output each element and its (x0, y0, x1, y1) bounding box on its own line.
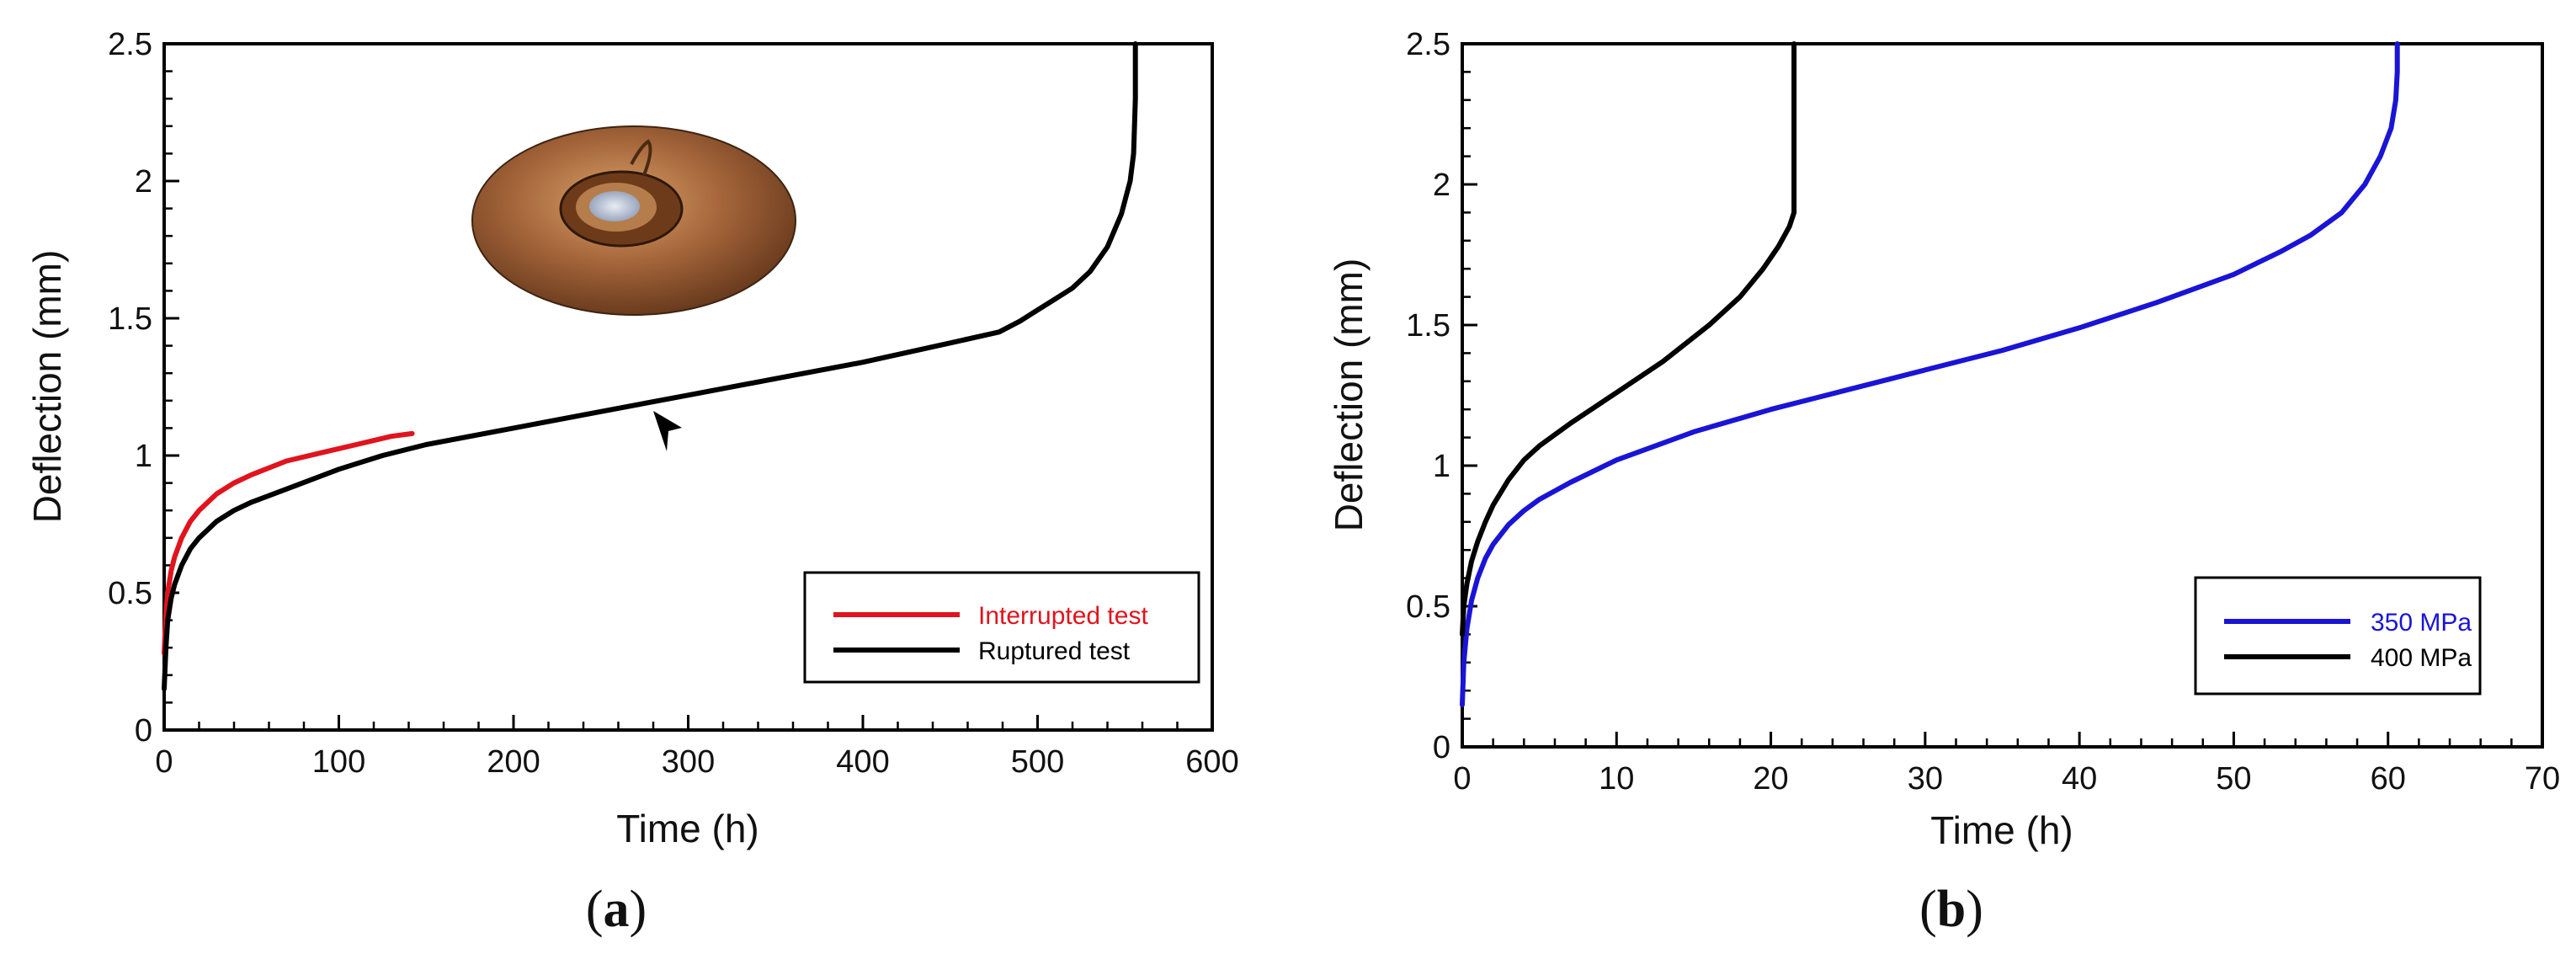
y-tick-label-b: 2.5 (1406, 27, 1450, 62)
x-tick-label-a: 600 (1185, 744, 1238, 780)
x-tick-label-b: 10 (1599, 761, 1634, 797)
legend-a-label-interrupted: Interrupted test (978, 602, 1148, 630)
x-tick-label-a: 500 (1011, 744, 1064, 780)
series-line-b-1 (1460, 41, 1797, 637)
chart-panel-b: 0 10 20 30 40 50 60 70 0 0.5 1 1.5 2 2.5 350 MPa 400 … (1327, 27, 2560, 938)
x-tick-label-b: 60 (2371, 761, 2406, 797)
x-tick-label-a: 300 (662, 744, 715, 780)
x-tick-label-b: 20 (1753, 761, 1788, 797)
y-tick-label-b: 0 (1433, 730, 1450, 765)
x-tick-label-a: 200 (487, 744, 540, 780)
chart-panel-a: 0 100 200 300 400 500 600 0 0.5 1 1.5 2 2.5 Interrup… (25, 27, 1239, 938)
legend-b-label-350: 350 MPa (2371, 609, 2472, 637)
y-tick-label-a: 2 (135, 164, 152, 200)
series-line-a-0 (162, 430, 415, 656)
y-tick-label-a: 1 (135, 439, 152, 474)
legend-b: 350 MPa 400 MPa (2194, 576, 2482, 696)
y-tick-label-b: 1.5 (1406, 308, 1450, 344)
plot-frame-b (1461, 42, 2544, 749)
series-group-a (162, 41, 1138, 692)
y-tick-label-b: 0.5 (1406, 589, 1450, 625)
legend-b-label-400: 400 MPa (2371, 644, 2472, 672)
specimen-photo-inset (471, 125, 796, 316)
y-axis-title-b: Deflection (mm) (1327, 258, 1370, 532)
series-group-b (1460, 41, 2400, 707)
y-tick-label-b: 2 (1433, 168, 1450, 203)
x-tick-label-b: 40 (2062, 761, 2097, 797)
x-tick-label-a: 100 (312, 744, 365, 780)
series-line-b-0 (1460, 41, 2400, 707)
x-tick-label-b: 70 (2525, 761, 2560, 797)
x-tick-label-b: 30 (1908, 761, 1943, 797)
y-tick-label-a: 0.5 (108, 576, 152, 611)
x-axis-title-a: Time (h) (616, 807, 759, 850)
panel-label-b: (b) (1919, 881, 1983, 938)
y-tick-label-a: 0 (135, 713, 152, 749)
series-line-a-1 (162, 41, 1138, 692)
x-tick-label-a: 400 (836, 744, 889, 780)
y-tick-label-a: 2.5 (108, 27, 152, 62)
panel-label-a: (a) (586, 881, 647, 938)
axis-ticks-b: 0 10 20 30 40 50 60 70 0 0.5 1 1.5 2 2.5 (1406, 27, 2560, 797)
x-tick-label-a: 0 (155, 744, 173, 780)
y-tick-label-a: 1.5 (108, 301, 152, 337)
annotation-arrow (653, 411, 682, 451)
y-axis-title-a: Deflection (mm) (25, 250, 69, 524)
legend-a-label-ruptured: Ruptured test (978, 637, 1131, 665)
x-axis-title-b: Time (h) (1930, 808, 2073, 852)
x-tick-label-b: 0 (1453, 761, 1471, 797)
x-tick-label-b: 50 (2216, 761, 2251, 797)
y-tick-label-b: 1 (1433, 449, 1450, 484)
legend-a: Interrupted test Ruptured test (803, 571, 1200, 684)
axis-ticks-a: 0 100 200 300 400 500 600 0 0.5 1 1.5 2 2.5 (108, 27, 1239, 780)
